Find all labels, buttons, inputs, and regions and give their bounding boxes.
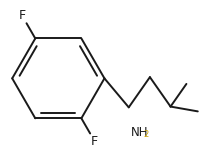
Text: 2: 2 xyxy=(143,130,149,139)
Text: NH: NH xyxy=(131,126,148,139)
Text: F: F xyxy=(18,9,25,22)
Text: F: F xyxy=(91,135,98,148)
